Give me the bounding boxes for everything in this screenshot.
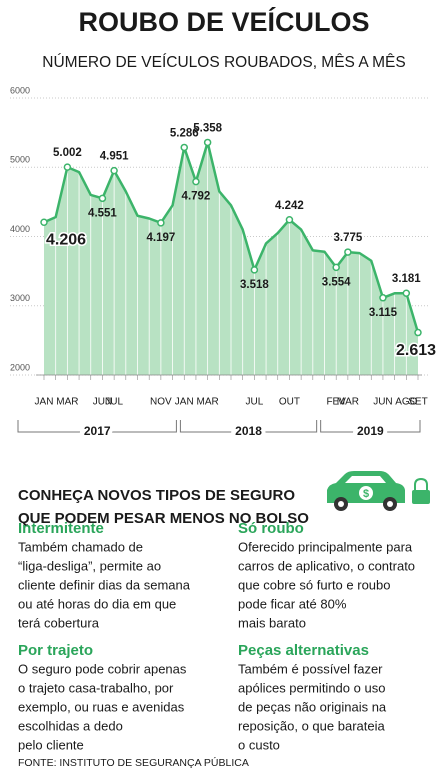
card-heading: Por trajeto — [18, 642, 93, 659]
value-label: 5.358 — [193, 122, 222, 134]
point — [98, 194, 107, 203]
card-text: pelo cliente — [18, 737, 84, 752]
y-tick-label: 5000 — [10, 155, 30, 165]
point — [40, 218, 48, 226]
x-tick-label: AGO — [395, 397, 417, 408]
lock-icon — [412, 477, 430, 504]
y-tick-label: 2000 — [10, 362, 30, 372]
svg-text:$: $ — [363, 488, 369, 500]
y-tick-label: 4000 — [10, 224, 30, 234]
card-text: apólices permitindo o uso — [238, 680, 385, 695]
car-icon: $ — [327, 471, 405, 511]
x-tick-label: JUL — [245, 397, 263, 408]
value-label: 4.206 — [46, 231, 86, 248]
value-label: 4.792 — [182, 191, 211, 203]
card-heading: Só roubo — [238, 520, 304, 537]
value-label: 3.518 — [240, 279, 269, 291]
point — [285, 215, 294, 224]
value-label: 5.286 — [170, 127, 199, 139]
card-text: O seguro pode cobrir apenas — [18, 661, 187, 676]
point — [250, 266, 259, 274]
value-label: 4.197 — [146, 232, 175, 244]
value-label: 4.951 — [100, 151, 129, 163]
section-title: QUE PODEM PESAR MENOS NO BOLSO — [18, 510, 309, 527]
x-tick-label: OUT — [279, 397, 300, 408]
point — [414, 328, 422, 337]
x-tick-label: FEV — [326, 397, 346, 408]
card-text: mais barato — [238, 615, 306, 630]
year-bracket — [320, 420, 421, 433]
year-bracket — [17, 420, 177, 433]
point — [379, 294, 387, 302]
card-text: exemplo, ou ruas e avenidas — [18, 699, 185, 714]
card-text: escolhidas a dedo — [18, 718, 123, 733]
x-tick-label: MAR — [56, 397, 78, 408]
source: FONTE: INSTITUTO DE SEGURANÇA PÚBLICA — [18, 756, 249, 769]
point — [180, 143, 188, 152]
point — [63, 163, 72, 171]
year-label: 2018 — [235, 424, 262, 438]
value-label: 4.242 — [275, 200, 304, 212]
card-text: terá cobertura — [18, 615, 100, 630]
card-heading: Peças alternativas — [238, 642, 369, 659]
chart: 2000 3000 4000 5000 6000 JAN 4.206 MAR 5.002 JUN 4… — [10, 85, 438, 442]
x-tick-label: JUL — [105, 397, 123, 408]
x-tick-label: NOV — [150, 397, 172, 408]
value-label: 4.551 — [88, 207, 117, 219]
x-tick-label: JAN — [35, 397, 54, 408]
point — [332, 263, 340, 272]
value-label: 3.181 — [392, 273, 421, 285]
x-tick-label: JUN — [373, 397, 392, 408]
card-text: de peças não originais na — [238, 699, 387, 714]
line — [43, 141, 420, 333]
value-label: 5.002 — [53, 147, 82, 159]
card-text: ou até horas do dia em que — [18, 596, 176, 611]
value-label: 3.115 — [369, 307, 398, 319]
chart-subtitle: NÚMERO DE VEÍCULOS ROUBADOS, MÊS A MÊS — [42, 54, 405, 71]
card-text: “liga-desliga”, permite ao — [18, 558, 161, 573]
y-tick-label: 6000 — [10, 85, 30, 95]
x-tick-label: JUN — [93, 397, 112, 408]
x-tick-label: MAR — [337, 397, 359, 408]
y-tick-label: 3000 — [10, 293, 30, 303]
point — [110, 166, 118, 175]
card-text: reposição, o que barateia — [238, 718, 385, 733]
section-title: CONHEÇA NOVOS TIPOS DE SEGURO — [18, 487, 295, 504]
card-text: cliente definir dias da semana — [18, 577, 191, 592]
card-text: Oferecido principalmente para — [238, 539, 413, 554]
point — [402, 289, 411, 297]
chart-title: ROUBO DE VEÍCULOS — [78, 6, 369, 37]
card-text: carros de aplicativo, o contrato — [238, 558, 415, 573]
point — [344, 248, 352, 256]
card-text: pode ficar até 80% — [238, 596, 347, 611]
year-label: 2017 — [84, 424, 111, 438]
card-text: o trajeto casa-trabalho, por — [18, 680, 174, 695]
cards: Intermitente Também chamado de “liga-desli… — [18, 520, 415, 752]
value-label: 2.613 — [396, 342, 436, 359]
card-text: Também chamado de — [18, 539, 143, 554]
x-tick-label: JAN — [175, 397, 194, 408]
card-text: o custo — [238, 737, 280, 752]
point — [203, 138, 212, 147]
card-text: Também é possível fazer — [238, 661, 383, 676]
point — [157, 219, 165, 227]
x-tick-label: SET — [408, 397, 427, 408]
value-label: 3.775 — [333, 232, 362, 244]
card-text: que cobre só furto e roubo — [238, 577, 391, 592]
card-heading: Intermitente — [18, 520, 104, 537]
value-label: 3.554 — [322, 276, 351, 288]
year-bracket — [179, 420, 318, 433]
year-label: 2019 — [357, 424, 384, 438]
x-tick-label: MAR — [197, 397, 219, 408]
point — [192, 177, 200, 186]
